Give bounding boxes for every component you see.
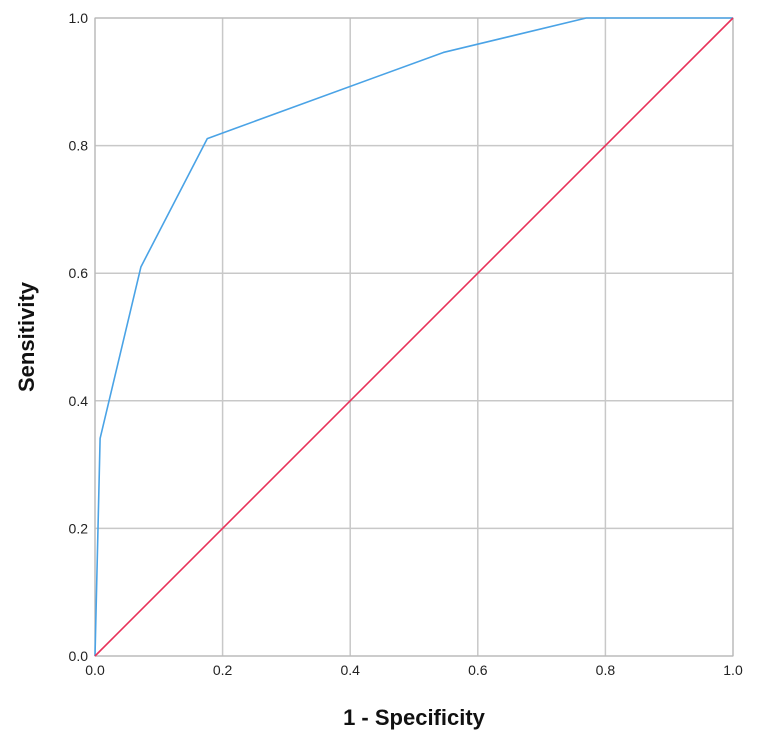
x-tick-label: 0.2 [213, 662, 233, 678]
series-group [94, 17, 734, 657]
x-tick-label: 0.4 [340, 662, 360, 678]
y-tick-label: 0.2 [69, 520, 89, 536]
y-tick-label: 1.0 [69, 10, 89, 26]
y-tick-label: 0.4 [69, 393, 89, 409]
x-axis-title: 1 - Specificity [343, 705, 486, 730]
roc-curve-line [94, 17, 733, 657]
reference-diagonal-line [94, 17, 734, 657]
y-tick-label: 0.0 [69, 648, 89, 664]
x-tick-label: 1.0 [723, 662, 743, 678]
x-tick-label: 0.6 [468, 662, 488, 678]
y-tick-label: 0.6 [69, 265, 89, 281]
y-tick-label: 0.8 [69, 138, 89, 154]
x-tick-label: 0.0 [85, 662, 105, 678]
y-axis-ticks: 0.0 0.2 0.4 0.6 0.8 1.0 [69, 10, 89, 664]
plot-frame [94, 17, 734, 657]
x-axis-ticks: 0.0 0.2 0.4 0.6 0.8 1.0 [85, 662, 743, 678]
y-axis-title: Sensitivity [14, 281, 39, 392]
x-tick-label: 0.8 [596, 662, 616, 678]
